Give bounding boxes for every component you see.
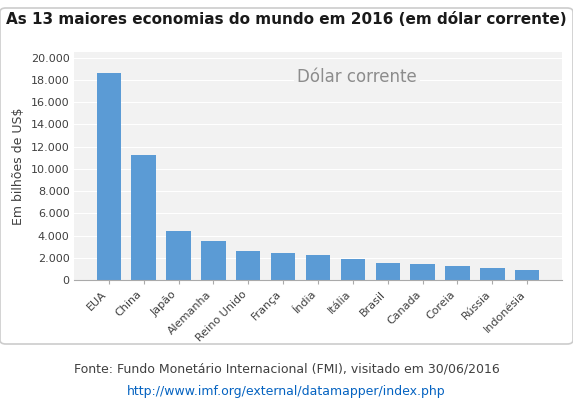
Text: As 13 maiores economias do mundo em 2016 (em dólar corrente): As 13 maiores economias do mundo em 2016… — [6, 12, 567, 27]
Bar — [375, 263, 400, 280]
Bar — [131, 156, 156, 280]
Bar — [271, 253, 295, 280]
Bar — [236, 250, 261, 280]
Bar — [201, 242, 226, 280]
Bar — [480, 268, 505, 280]
Bar — [515, 270, 539, 280]
Bar — [410, 264, 435, 280]
Text: Dólar corrente: Dólar corrente — [297, 68, 417, 86]
Text: http://www.imf.org/external/datamapper/index.php: http://www.imf.org/external/datamapper/i… — [127, 385, 446, 398]
Bar — [306, 255, 330, 280]
Text: Fonte: Fundo Monetário Internacional (FMI), visitado em 30/06/2016: Fonte: Fundo Monetário Internacional (FM… — [73, 362, 500, 375]
Bar — [97, 73, 121, 280]
Y-axis label: Em bilhões de US$: Em bilhões de US$ — [13, 107, 25, 225]
Bar — [445, 266, 470, 280]
Bar — [341, 260, 365, 280]
Bar — [166, 231, 191, 280]
